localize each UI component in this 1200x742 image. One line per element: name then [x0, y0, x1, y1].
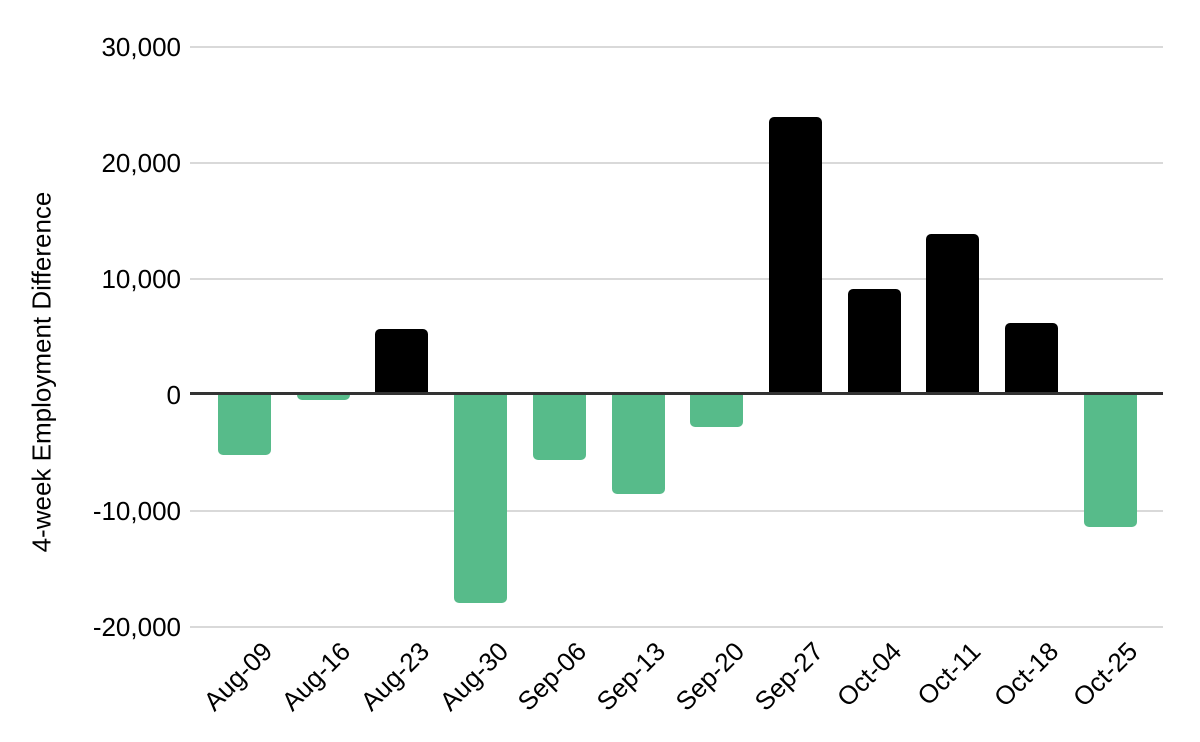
x-tick-label: Oct-18	[988, 636, 1065, 713]
bar-negative	[532, 395, 586, 460]
y-gridline	[190, 162, 1163, 164]
x-tick-label: Aug-09	[197, 636, 278, 717]
x-tick-label: Oct-25	[1067, 636, 1144, 713]
bar-negative	[454, 395, 508, 603]
x-tick-label: Sep-06	[512, 636, 593, 717]
bar-positive	[926, 233, 980, 395]
bar-negative	[296, 395, 350, 400]
y-gridline	[190, 626, 1163, 628]
bar-positive	[1005, 323, 1058, 395]
y-tick-label: 0	[166, 380, 181, 410]
x-axis-line	[190, 392, 1163, 395]
x-tick-label: Aug-30	[433, 636, 514, 717]
y-tick-label: -20,000	[92, 612, 181, 642]
bar-positive	[847, 289, 901, 395]
x-tick-label: Oct-11	[910, 636, 987, 712]
x-tick-label: Sep-20	[669, 636, 750, 717]
x-tick-label: Sep-13	[590, 636, 672, 717]
x-tick-label: Aug-23	[354, 636, 436, 717]
bar-negative	[1083, 395, 1137, 528]
bar-negative	[611, 395, 665, 494]
y-tick-label: 10,000	[101, 264, 181, 294]
x-tick-label: Aug-16	[275, 636, 357, 717]
bar-positive	[375, 328, 429, 395]
y-tick-label: -10,000	[92, 496, 181, 526]
bar-negative	[690, 395, 744, 428]
y-gridline	[190, 46, 1163, 48]
x-tick-label: Oct-04	[830, 636, 908, 713]
y-gridline	[190, 510, 1163, 512]
y-tick-label: 20,000	[101, 148, 181, 178]
y-gridline	[190, 278, 1163, 280]
x-tick-label: Sep-27	[748, 636, 829, 717]
bar-positive	[768, 116, 822, 395]
y-tick-label: 30,000	[101, 32, 181, 62]
bar-negative	[218, 395, 271, 456]
